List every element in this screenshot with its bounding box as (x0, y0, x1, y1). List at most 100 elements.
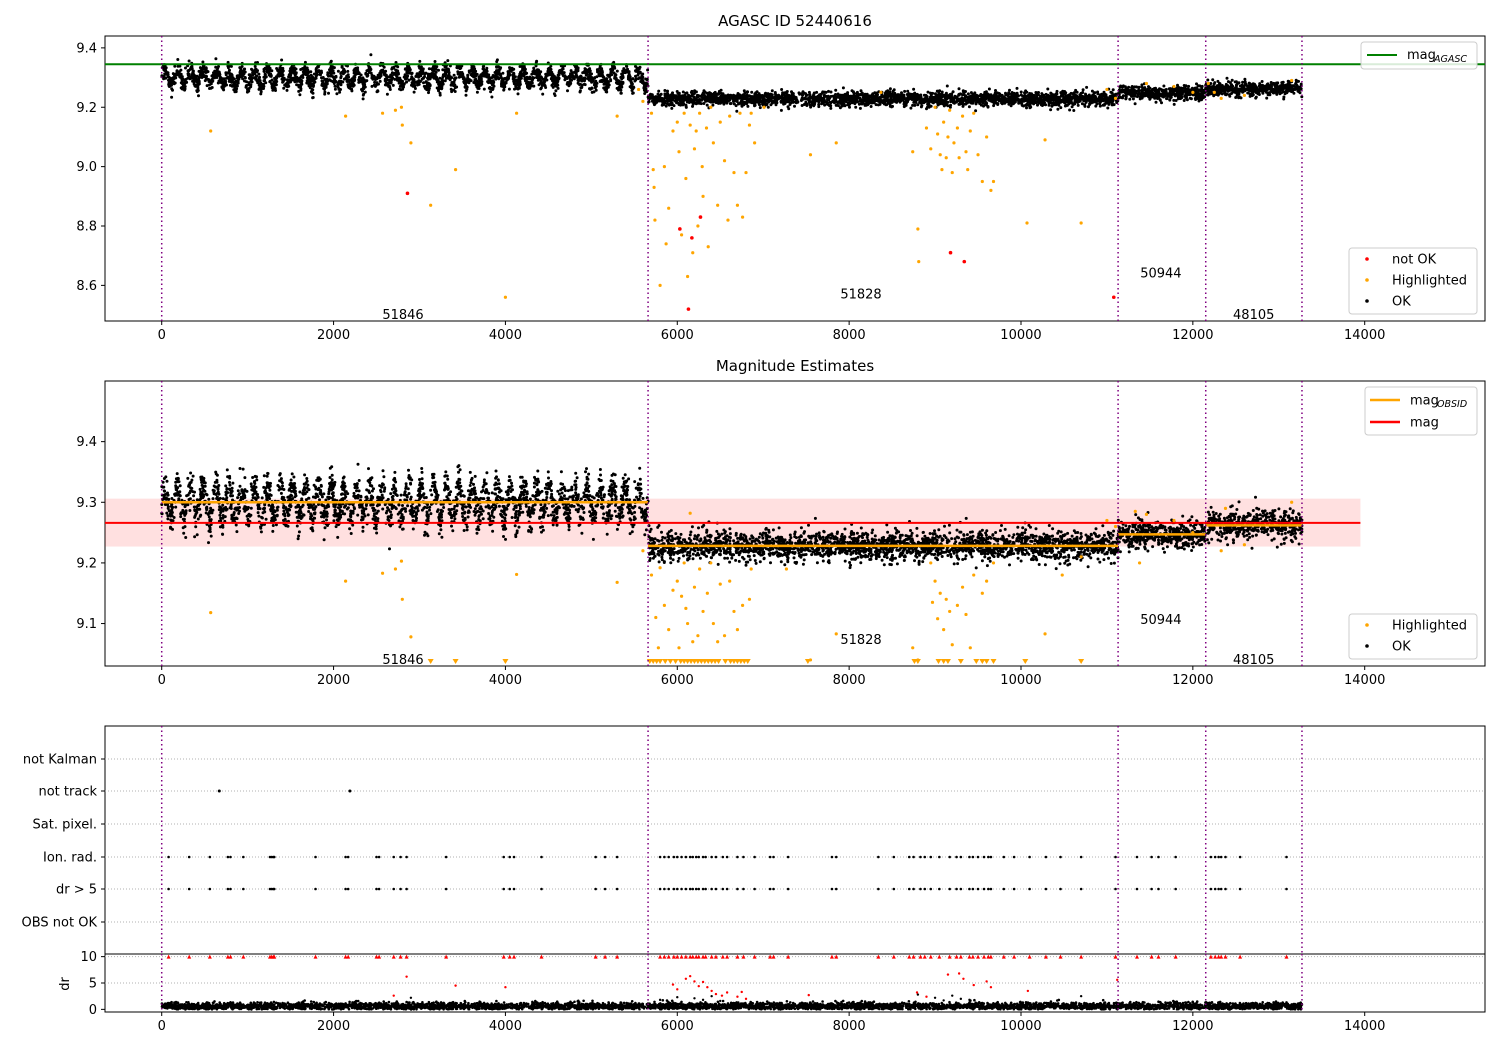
highlighted-point (940, 167, 944, 172)
dr-gt-5-flag (405, 887, 408, 891)
x-tick-label: 12000 (1172, 328, 1213, 343)
dr-capped-marker (1058, 954, 1063, 959)
dr-capped-marker (928, 954, 933, 959)
dr-gt-5-flag (375, 887, 378, 891)
highlighted-point (711, 141, 715, 145)
highlighted-point (1144, 512, 1149, 517)
obsid-label: 51846 (382, 653, 423, 668)
dr-capped-marker (1001, 954, 1006, 959)
dr-capped-marker (688, 954, 693, 959)
dr-gt-5-flag (1213, 887, 1217, 891)
highlighted-point (692, 585, 697, 589)
dr-point (658, 998, 662, 1002)
highlighted-point (989, 188, 993, 192)
ion-rad-flag (955, 855, 958, 859)
highlighted-point (682, 561, 686, 565)
ion-rad-flag (512, 855, 516, 859)
dr-capped-marker (1012, 954, 1017, 959)
dr-capped-marker (1208, 954, 1213, 959)
highlighted-point (653, 218, 657, 222)
dr-capped-marker (834, 954, 839, 959)
dr-point (951, 994, 954, 997)
ion-rad-flag (877, 855, 880, 859)
dr-gt-5-flag (1217, 887, 1220, 891)
highlighted-point (679, 233, 684, 237)
dr-gt-5-flag (736, 887, 739, 891)
dr-gt-5-flag (955, 887, 958, 891)
not-ok-point (678, 227, 682, 231)
lower-limit-marker (983, 659, 990, 664)
dr-gt-5-flag (512, 887, 516, 891)
highlighted-point (966, 167, 970, 172)
dr-capped-marker (1134, 954, 1139, 959)
dr-outlier-point (720, 994, 724, 997)
highlighted-point (716, 203, 720, 207)
dr-outlier-point (697, 984, 700, 988)
ion-rad-flag (907, 855, 911, 859)
dr-capped-marker (954, 954, 959, 959)
ion-rad-flag (1002, 855, 1006, 859)
highlighted-point (1191, 90, 1195, 95)
dr-capped-marker (982, 954, 987, 959)
highlighted-point (709, 561, 713, 565)
dr-gt-5-flag (1114, 887, 1117, 891)
dr-outlier-point (962, 977, 965, 980)
ion-rad-flag (1285, 855, 1288, 859)
highlighted-point (654, 615, 658, 620)
highlighted-point (942, 628, 946, 632)
highlighted-point (944, 597, 948, 601)
dr-gt-5-flag (1002, 887, 1006, 891)
dr-gt-5-flag (753, 887, 756, 891)
legend-marker (1365, 299, 1369, 303)
x-tick-label: 6000 (661, 673, 694, 688)
obsid-label: 51846 (382, 308, 423, 323)
ion-rad-flag (987, 855, 990, 859)
highlighted-point (929, 561, 933, 565)
highlighted-point (671, 588, 675, 592)
dr-outlier-point (740, 990, 743, 994)
highlighted-point (700, 165, 704, 169)
ion-rad-flag (938, 855, 941, 859)
dr-outlier-point (1026, 989, 1030, 993)
dr-capped-marker (1284, 954, 1289, 959)
dr-capped-marker (398, 954, 403, 959)
ion-rad-flag (697, 855, 701, 859)
y-tick-label: 10 (80, 950, 97, 965)
highlighted-point (393, 567, 398, 571)
dr-gt-5-flag (701, 887, 705, 891)
dr-gt-5-flag (948, 887, 951, 891)
dr-point (959, 997, 963, 1001)
dr-capped-marker (404, 954, 409, 959)
legend-marker (1365, 644, 1369, 648)
y-tick-label: 8.8 (76, 220, 97, 235)
dr-gt-5-flag (594, 887, 597, 891)
x-tick-label: 14000 (1344, 328, 1385, 343)
dr-gt-5-flag (1224, 887, 1227, 891)
ion-rad-flag (688, 855, 692, 859)
dr-gt-5-flag (982, 887, 986, 891)
x-tick-label: 10000 (1000, 1019, 1041, 1034)
dr-gt-5-flag (989, 887, 993, 891)
dr-gt-5-flag (710, 887, 713, 891)
legend-label: mag (1410, 394, 1439, 409)
obsid-label: 50944 (1140, 613, 1181, 628)
dr-capped-marker (918, 954, 923, 959)
dr-gt-5-flag (675, 887, 679, 891)
ion-rad-flag (694, 855, 698, 859)
highlighted-point (688, 123, 692, 127)
dr-capped-marker (1173, 954, 1178, 959)
dr-gt-5-flag (929, 887, 933, 891)
ion-rad-flag (989, 855, 993, 859)
highlighted-point (948, 108, 952, 112)
dr-gt-5-flag (444, 887, 448, 891)
lower-limit-marker (715, 659, 722, 664)
ion-rad-flag (1012, 855, 1016, 859)
dr-capped-marker (241, 954, 246, 959)
dr-capped-marker (703, 954, 708, 959)
ion-rad-flag (704, 855, 707, 859)
highlighted-point (1219, 549, 1223, 553)
ion-rad-flag (929, 855, 933, 859)
highlighted-point (929, 147, 933, 151)
dr-capped-marker (967, 954, 972, 959)
